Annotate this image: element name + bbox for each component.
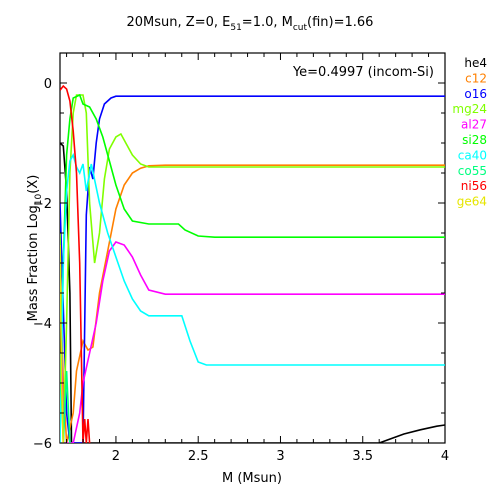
legend-item-ni56: ni56 (461, 179, 487, 193)
series-line-ca40 (60, 152, 445, 443)
legend-item-mg24: mg24 (452, 102, 487, 116)
y-tick-label: 0 (44, 77, 52, 92)
x-tick-label: 4 (441, 449, 449, 464)
x-tick-label: 3 (276, 449, 284, 464)
x-axis-label: M (Msun) (222, 471, 282, 486)
series-line-si28 (60, 93, 445, 414)
x-tick-label: 2.5 (188, 449, 209, 464)
series-line-al27 (60, 241, 445, 443)
tick-layer: 2 2.5 3 3.5 4 0 −2 −4 −6 (33, 52, 449, 464)
legend-item-si28: si28 (462, 133, 487, 147)
x-tick-label: 3.5 (352, 449, 373, 464)
ye-annotation: Ye=0.4997 (incom-Si) (292, 65, 434, 80)
chart-title: 20Msun, Z=0, E51=1.0, Mcut(fin)=1.66 (127, 15, 374, 33)
y-tick-label: −4 (33, 317, 52, 332)
legend-item-ge64: ge64 (457, 195, 487, 209)
series-line-mg24 (60, 94, 445, 443)
y-axis-label: Mass Fraction Log10(X) (26, 175, 44, 322)
plot-frame (59, 52, 446, 444)
series-line-o16 (60, 95, 445, 443)
series-layer (60, 84, 445, 443)
series-line-c12 (60, 164, 445, 443)
legend-item-o16: o16 (464, 87, 487, 101)
y-tick-label: −2 (33, 197, 52, 212)
series-line-ni56 (60, 84, 91, 443)
legend-item-al27: al27 (461, 118, 487, 132)
y-tick-label: −6 (33, 437, 52, 452)
legend-item-ca40: ca40 (458, 148, 487, 162)
legend-item-co55: co55 (458, 164, 487, 178)
x-tick-label: 2 (112, 449, 120, 464)
legend-item-c12: c12 (465, 71, 487, 85)
legend-item-he4: he4 (464, 56, 487, 70)
